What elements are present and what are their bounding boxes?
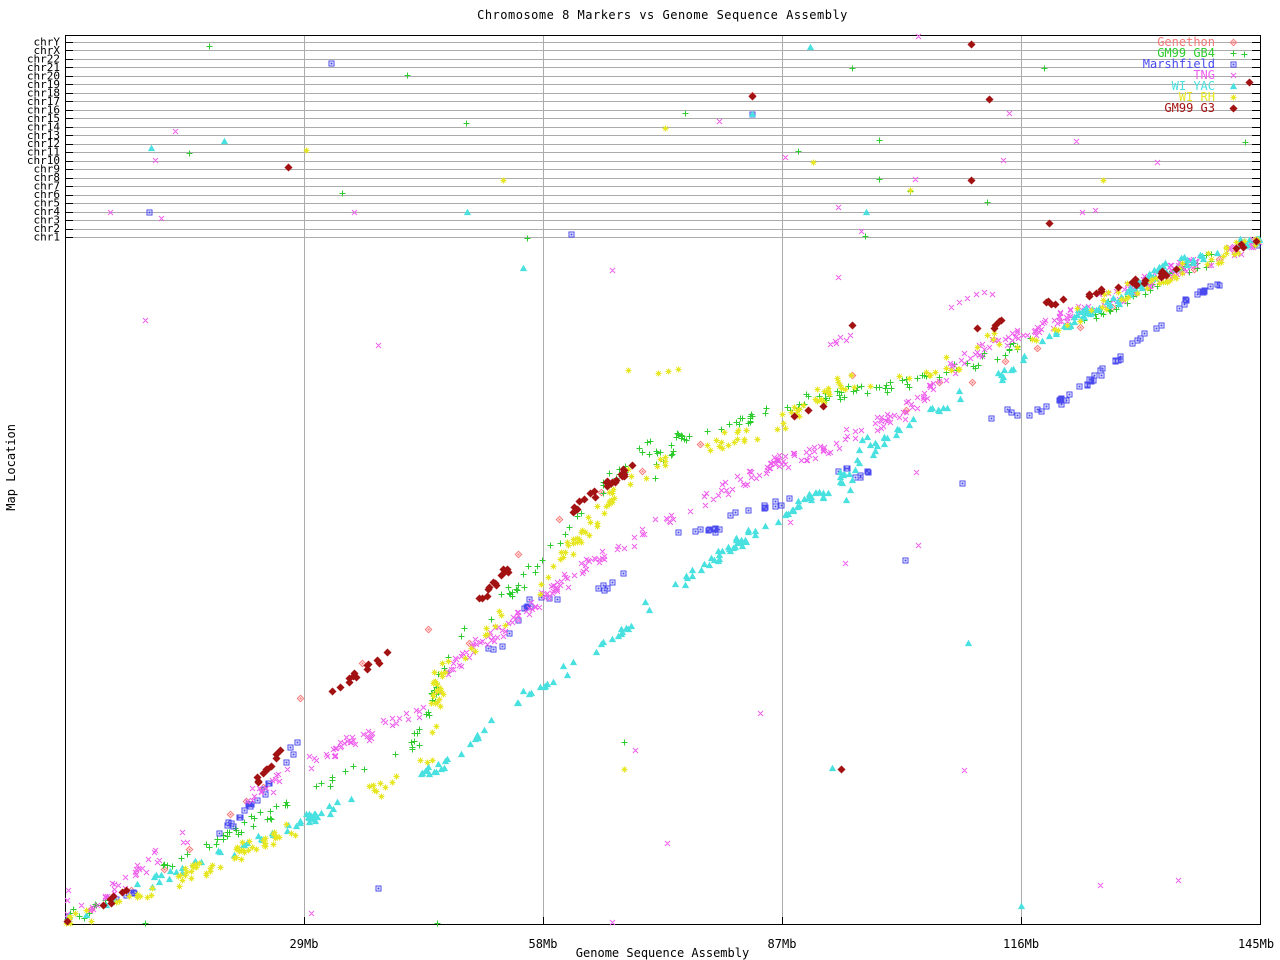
row-label-chr20: chr20 bbox=[27, 69, 60, 82]
series-gm99-g3 bbox=[63, 40, 1261, 926]
y-axis-title: Map Location bbox=[4, 424, 18, 511]
legend-symbol-gm99-gb4 bbox=[1230, 50, 1237, 57]
row-label-chr7: chr7 bbox=[34, 180, 61, 193]
row-label-chr17: chr17 bbox=[27, 95, 60, 108]
row-label-chr19: chr19 bbox=[27, 78, 60, 91]
row-label-chr12: chr12 bbox=[27, 137, 60, 150]
legend-label-genethon: Genethon bbox=[1157, 35, 1215, 49]
row-label-chrY: chrY bbox=[34, 36, 61, 49]
row-label-chrX: chrX bbox=[34, 44, 61, 57]
row-label-chr11: chr11 bbox=[27, 146, 60, 159]
x-tick-29Mb: 29Mb bbox=[290, 937, 319, 951]
legend-label-gm99-g3: GM99 G3 bbox=[1164, 101, 1215, 115]
row-label-chr15: chr15 bbox=[27, 112, 60, 125]
legend-label-tng: TNG bbox=[1193, 68, 1215, 82]
row-label-chr21: chr21 bbox=[27, 61, 60, 74]
x-tick-labels: 29Mb 58Mb 87Mb 116Mb 145Mb bbox=[290, 937, 1275, 951]
row-label-chr4: chr4 bbox=[34, 205, 61, 218]
row-label-chr8: chr8 bbox=[34, 171, 61, 184]
row-label-chr22: chr22 bbox=[27, 53, 60, 66]
legend-symbol-marshfield bbox=[1230, 61, 1237, 68]
x-axis-title: Genome Sequence Assembly bbox=[575, 946, 750, 960]
chromosome-labels: chrYchrXchr22chr21chr20chr19chr18chr17ch… bbox=[27, 36, 60, 244]
row-label-chr18: chr18 bbox=[27, 86, 60, 99]
row-label-chr10: chr10 bbox=[27, 154, 60, 167]
legend-symbol-wi-yac bbox=[1229, 82, 1238, 90]
x-tick-145Mb: 145Mb bbox=[1238, 937, 1274, 951]
legend-label-wi-rh: WI RH bbox=[1179, 90, 1215, 104]
plot-border bbox=[65, 35, 1261, 925]
row-label-chr13: chr13 bbox=[27, 129, 60, 142]
legend-symbol-tng bbox=[1230, 72, 1237, 79]
x-tick-58Mb: 58Mb bbox=[529, 937, 558, 951]
row-label-chr3: chr3 bbox=[34, 214, 61, 227]
legend-label-marshfield: Marshfield bbox=[1143, 57, 1215, 71]
series-wi-rh bbox=[63, 125, 1262, 927]
gridlines bbox=[65, 35, 1260, 924]
legend-symbol-wi-rh bbox=[1230, 94, 1237, 101]
legend-label-gm99-gb4: GM99 GB4 bbox=[1157, 46, 1215, 60]
legend-label-wi-yac: WI YAC bbox=[1172, 79, 1215, 93]
row-label-chr2: chr2 bbox=[34, 222, 61, 235]
x-tick-87Mb: 87Mb bbox=[768, 937, 797, 951]
row-label-chr1: chr1 bbox=[34, 231, 61, 244]
x-tick-116Mb: 116Mb bbox=[1003, 937, 1039, 951]
row-label-chr5: chr5 bbox=[34, 197, 61, 210]
legend-symbol-genethon bbox=[1229, 38, 1238, 47]
axis-ticks bbox=[65, 42, 1261, 924]
row-label-chr6: chr6 bbox=[34, 188, 61, 201]
row-label-chr9: chr9 bbox=[34, 163, 61, 176]
row-label-chr16: chr16 bbox=[27, 103, 60, 116]
row-label-chr14: chr14 bbox=[27, 120, 60, 133]
page-title: Chromosome 8 Markers vs Genome Sequence … bbox=[477, 8, 848, 22]
legend-symbol-gm99-g3 bbox=[1229, 104, 1238, 113]
